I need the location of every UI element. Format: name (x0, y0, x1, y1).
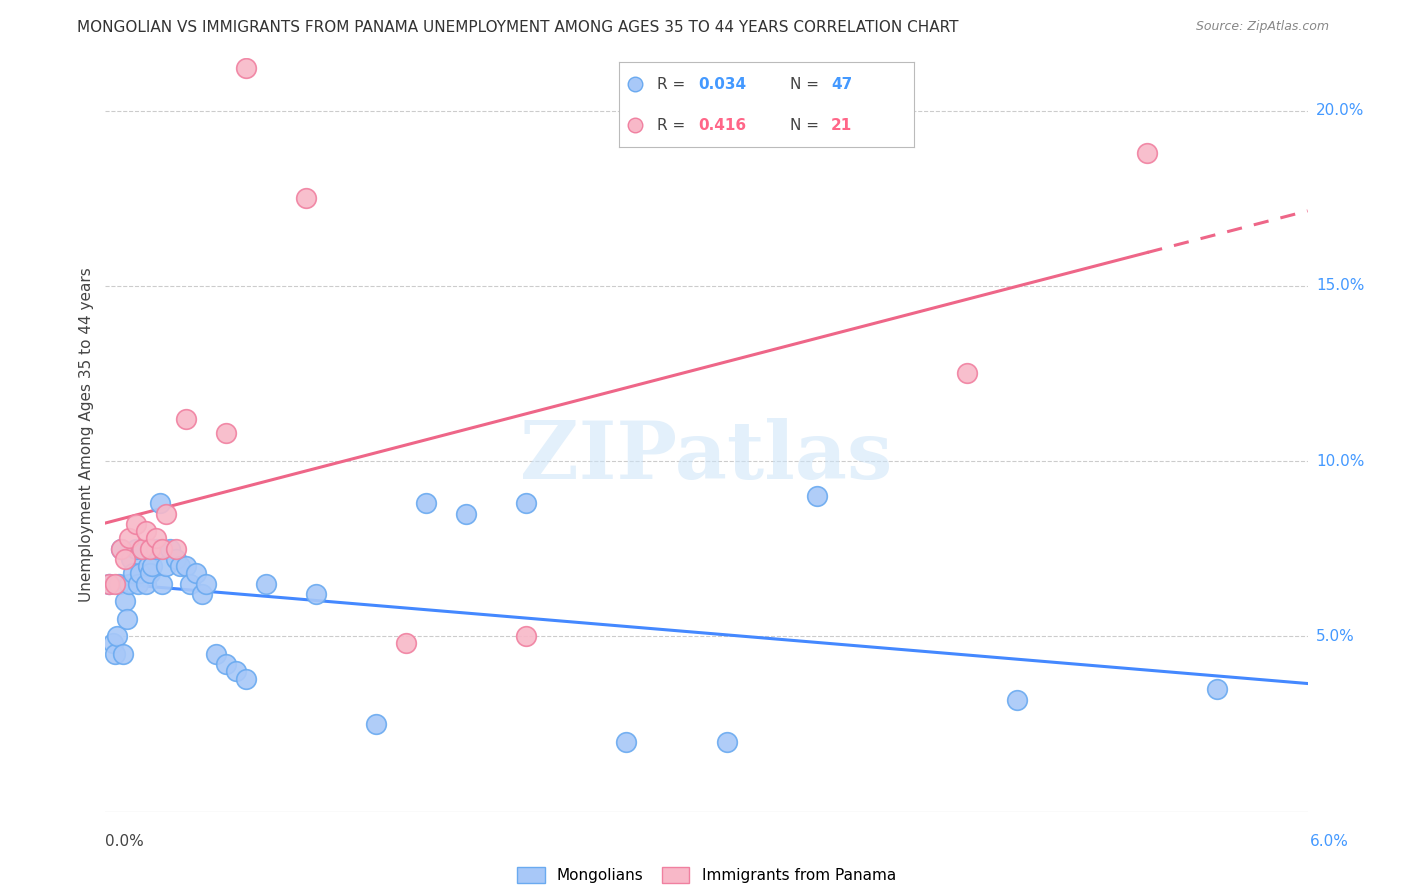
Point (128, 566, 150, 581)
Point (150, 577, 173, 591)
Point (124, 517, 146, 532)
Point (235, 672, 257, 686)
Point (235, 62, 257, 76)
Point (127, 577, 149, 591)
Point (114, 594, 136, 608)
Point (145, 531, 167, 545)
Point (515, 496, 537, 510)
Text: Source: ZipAtlas.com: Source: ZipAtlas.com (1195, 20, 1329, 33)
Point (169, 559, 191, 574)
Point (214, 657, 236, 672)
Point (956, 367, 979, 381)
Point (98, 577, 121, 591)
Point (136, 559, 159, 574)
Y-axis label: Unemployment Among Ages 35 to 44 years: Unemployment Among Ages 35 to 44 years (79, 268, 94, 602)
Point (214, 426, 236, 441)
Point (138, 541, 160, 556)
Point (1206, 681, 1229, 696)
Point (148, 496, 170, 510)
Point (165, 541, 187, 556)
Point (395, 636, 418, 650)
Text: R =: R = (657, 118, 690, 133)
Point (104, 577, 127, 591)
Point (254, 577, 277, 591)
Point (624, 78, 647, 92)
Point (294, 191, 316, 205)
Point (155, 507, 177, 521)
Point (110, 541, 132, 556)
Text: R =: R = (657, 77, 690, 92)
Text: N =: N = (790, 118, 824, 133)
Text: 6.0%: 6.0% (1310, 834, 1350, 849)
Point (145, 541, 167, 556)
Point (184, 566, 207, 581)
Point (103, 636, 125, 650)
Point (454, 507, 477, 521)
Point (121, 552, 143, 566)
Point (190, 587, 212, 601)
Point (124, 541, 146, 556)
Point (141, 559, 163, 574)
Text: 5.0%: 5.0% (1316, 629, 1354, 644)
Point (225, 665, 247, 679)
Text: 21: 21 (831, 118, 852, 133)
Point (305, 587, 328, 601)
Legend: Mongolians, Immigrants from Panama: Mongolians, Immigrants from Panama (509, 860, 904, 891)
Text: N =: N = (790, 77, 824, 92)
Point (108, 577, 131, 591)
Point (194, 577, 217, 591)
Point (204, 647, 226, 661)
Point (155, 559, 177, 574)
Point (110, 541, 132, 556)
Text: 0.416: 0.416 (699, 118, 747, 133)
Point (624, 118, 647, 132)
Text: 0.034: 0.034 (699, 77, 747, 92)
Point (122, 566, 145, 581)
Point (98, 577, 121, 591)
Point (1136, 145, 1159, 160)
Point (174, 559, 197, 574)
Text: 15.0%: 15.0% (1316, 278, 1364, 293)
Point (118, 577, 141, 591)
Point (716, 734, 738, 748)
Point (135, 524, 157, 539)
Point (114, 552, 136, 566)
Point (165, 552, 187, 566)
Text: 47: 47 (831, 77, 852, 92)
Point (135, 577, 157, 591)
Point (364, 717, 387, 731)
Point (138, 566, 160, 581)
Point (150, 541, 173, 556)
Text: 0.0%: 0.0% (105, 834, 145, 849)
Point (806, 489, 828, 503)
Point (117, 612, 139, 626)
Text: ZIPatlas: ZIPatlas (520, 418, 893, 497)
Point (104, 647, 127, 661)
Point (179, 577, 201, 591)
Text: 10.0%: 10.0% (1316, 454, 1364, 468)
Text: MONGOLIAN VS IMMIGRANTS FROM PANAMA UNEMPLOYMENT AMONG AGES 35 TO 44 YEARS CORRE: MONGOLIAN VS IMMIGRANTS FROM PANAMA UNEM… (77, 20, 959, 35)
Point (131, 541, 153, 556)
Point (159, 541, 181, 556)
Text: 20.0%: 20.0% (1316, 103, 1364, 118)
Point (174, 412, 197, 426)
Point (614, 734, 637, 748)
Point (1005, 692, 1028, 706)
Point (112, 647, 135, 661)
Point (515, 629, 537, 643)
Point (118, 531, 141, 545)
Point (107, 629, 129, 643)
Point (131, 541, 153, 556)
Point (415, 496, 437, 510)
